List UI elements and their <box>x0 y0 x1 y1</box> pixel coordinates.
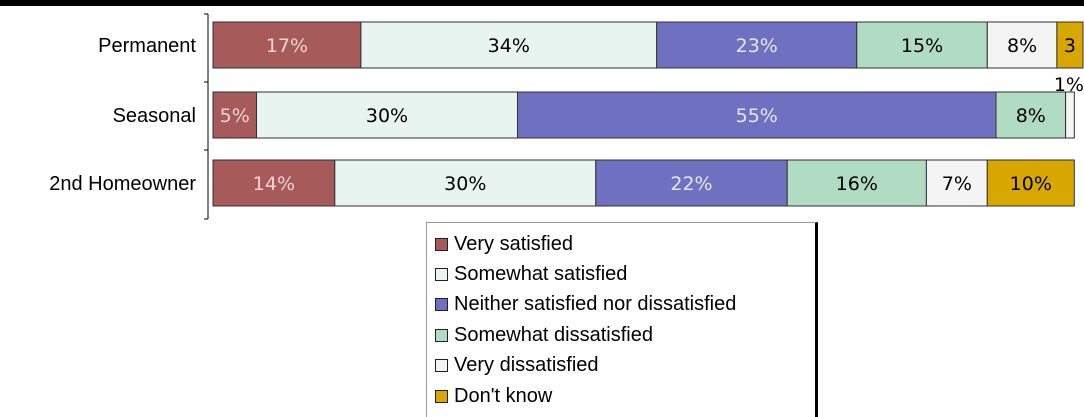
legend-label: Very dissatisfied <box>454 354 599 377</box>
legend-swatch <box>435 268 448 282</box>
legend-label: Neither satisfied nor dissatisfied <box>454 293 737 316</box>
legend-swatch <box>435 359 448 373</box>
data-label: 30% <box>366 105 408 127</box>
legend-item: Don't know <box>435 381 815 411</box>
bar-segment <box>256 91 518 139</box>
legend-label: Very satisfied <box>454 232 573 255</box>
data-label: 14% <box>253 173 295 195</box>
bar-segment <box>212 91 257 139</box>
legend-item: Very dissatisfied <box>435 351 815 381</box>
bar-segment <box>595 159 788 207</box>
bar-segment <box>1065 91 1075 139</box>
data-label: 1% <box>1054 74 1084 96</box>
data-label: 30% <box>444 173 486 195</box>
legend-item: Somewhat dissatisfied <box>435 320 815 350</box>
bar-segment <box>925 159 988 207</box>
data-label: 17% <box>266 35 308 57</box>
data-label: 7% <box>942 173 972 195</box>
bar-segment <box>986 159 1075 207</box>
bar-segment <box>656 21 858 69</box>
bar-segment <box>360 21 658 69</box>
legend-item: Neither satisfied nor dissatisfied <box>435 290 815 320</box>
data-label: 23% <box>736 35 778 57</box>
legend-item: Very satisfied <box>435 229 815 259</box>
legend-swatch <box>435 389 448 403</box>
bar-segment <box>786 159 927 207</box>
data-label: 8% <box>1016 105 1046 127</box>
category-label: 2nd Homeowner <box>49 173 196 195</box>
top-rule <box>0 0 1084 6</box>
bars: 17% 34% 23% 15% 8% 3 5% 30% 55% 8% 1% 14% 30% 22% 16% 7… <box>212 21 1084 207</box>
category-label: Seasonal <box>113 105 196 127</box>
category-label: Permanent <box>98 35 196 57</box>
bar-segment <box>334 159 597 207</box>
legend-swatch <box>435 328 448 342</box>
legend-swatch <box>435 237 448 251</box>
data-label: 3 <box>1064 35 1076 57</box>
bar-segment <box>517 91 997 139</box>
data-label: 22% <box>670 173 712 195</box>
data-label: 16% <box>836 173 878 195</box>
data-label: 5% <box>220 105 250 127</box>
data-label: 55% <box>736 105 778 127</box>
data-label: 10% <box>1010 173 1052 195</box>
legend-label: Don't know <box>454 384 553 407</box>
data-label: 8% <box>1007 35 1037 57</box>
data-label: 15% <box>901 35 943 57</box>
bar-segment <box>856 21 988 69</box>
bar-segment <box>212 159 336 207</box>
legend-swatch <box>435 298 448 312</box>
legend: Very satisfied Somewhat satisfied Neither … <box>426 222 818 417</box>
data-label: 34% <box>488 35 530 57</box>
bar-segment <box>1056 21 1084 69</box>
bar-segment <box>995 91 1067 139</box>
legend-item: Somewhat satisfied <box>435 259 815 289</box>
legend-label: Somewhat satisfied <box>454 263 628 286</box>
category-axis: Permanent Seasonal 2nd Homeowner <box>49 13 209 220</box>
legend-label: Somewhat dissatisfied <box>454 323 653 346</box>
